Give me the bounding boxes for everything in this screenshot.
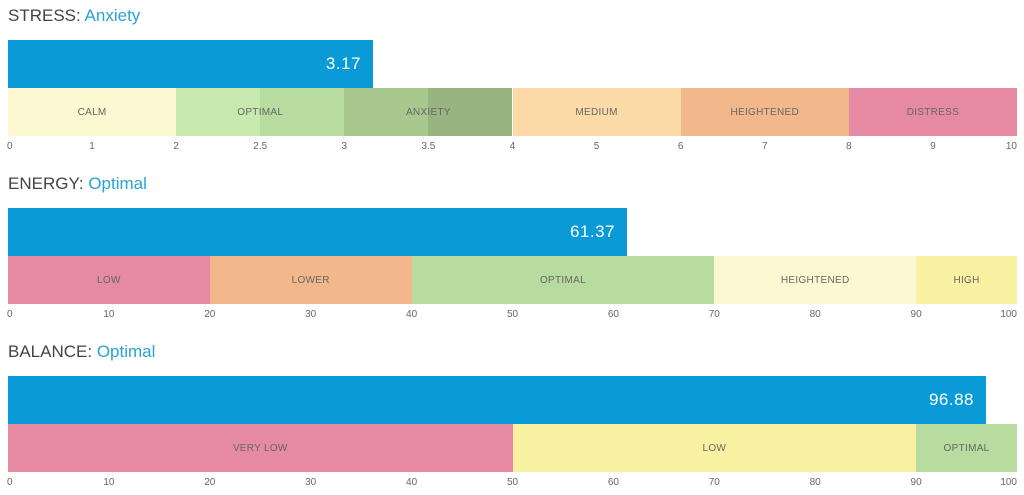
energy-tick-label: 100 <box>1000 309 1017 320</box>
stress-band-label: HEIGHTENED <box>730 106 800 118</box>
stress-tick-label: 5 <box>593 141 600 152</box>
balance-tick-label: 70 <box>708 477 720 488</box>
balance-band-low: LOW <box>512 424 917 472</box>
balance-status: Optimal <box>96 342 156 361</box>
stress-tick-label: 3 <box>341 141 348 152</box>
stress-band-distress: DISTRESS <box>848 88 1017 136</box>
balance-tick-label: 20 <box>204 477 216 488</box>
balance-tick-label: 0 <box>7 477 13 488</box>
stress-band-label: MEDIUM <box>575 106 618 118</box>
balance-tick-label: 50 <box>506 477 519 488</box>
energy-band-label: OPTIMAL <box>539 274 586 286</box>
energy-bands: LOW LOWER OPTIMAL HEIGHTENED HIGH <box>8 256 1017 304</box>
energy-value-label: 61.37 <box>569 222 615 241</box>
energy-tick-label: 30 <box>305 309 317 320</box>
energy-tick-label: 70 <box>708 309 720 320</box>
energy-tick-label: 20 <box>204 309 216 320</box>
balance-band-very-low: VERY LOW <box>8 424 513 472</box>
balance-title-label: BALANCE: <box>8 342 93 361</box>
stress-bands: CALM OPTIMAL ANXIETY MEDIUM HEIGHTENED DISTRE… <box>8 88 1017 136</box>
energy-axis: 0 10 20 30 40 50 60 70 80 90 100 <box>7 309 1017 323</box>
stress-tick-label: 1 <box>89 141 95 152</box>
stress-band-label: OPTIMAL <box>237 106 284 118</box>
energy-band-optimal: OPTIMAL <box>411 256 715 304</box>
stress-band-heightened: HEIGHTENED <box>680 88 849 136</box>
energy-band-label: HIGH <box>953 274 980 286</box>
stress-title-label: STRESS: <box>8 6 81 25</box>
balance-bands: VERY LOW LOW OPTIMAL <box>8 424 1017 472</box>
stress-tick-label: 0 <box>7 141 13 152</box>
energy-band-high: HIGH <box>916 256 1017 304</box>
energy-tick-label: 80 <box>809 309 821 320</box>
balance-band-label: VERY LOW <box>232 442 288 454</box>
stress-tick-label: 10 <box>1005 141 1017 152</box>
balance-band-label: OPTIMAL <box>943 442 990 454</box>
stress-band-medium: MEDIUM <box>512 88 681 136</box>
stress-band-label: ANXIETY <box>405 106 451 118</box>
energy-tick-label: 60 <box>607 309 619 320</box>
energy-tick-label: 0 <box>7 309 13 320</box>
energy-tick-label: 90 <box>910 309 922 320</box>
energy-band-label: LOWER <box>291 274 330 286</box>
energy-tick-label: 10 <box>103 309 115 320</box>
energy-band-lower: LOWER <box>209 256 412 304</box>
balance-value-bar: 96.88 <box>8 376 986 424</box>
stress-tick-label: 7 <box>761 141 768 152</box>
energy-tick-label: 50 <box>506 309 519 320</box>
balance-band-label: LOW <box>702 442 727 454</box>
stress-value-bar: 3.17 <box>8 40 373 88</box>
balance-tick-label: 90 <box>910 477 922 488</box>
stress-band-anxiety: ANXIETY <box>344 88 513 136</box>
energy-band-label: LOW <box>97 274 121 286</box>
stress-status: Anxiety <box>84 6 141 25</box>
stress-tick-label: 2.5 <box>253 141 268 152</box>
balance-value-label: 96.88 <box>928 390 974 409</box>
balance-tick-label: 30 <box>305 477 317 488</box>
stress-band-optimal: OPTIMAL <box>176 88 345 136</box>
stress-tick-label: 8 <box>846 141 852 152</box>
balance-tick-label: 80 <box>809 477 821 488</box>
balance-tick-label: 10 <box>103 477 115 488</box>
energy-band-heightened: HEIGHTENED <box>714 256 917 304</box>
stress-band-label: CALM <box>77 106 107 118</box>
balance-tick-label: 100 <box>1000 477 1017 488</box>
balance-tick-label: 60 <box>607 477 619 488</box>
stress-title: STRESS: Anxiety <box>8 3 140 29</box>
stress-tick-label: 2 <box>173 141 179 152</box>
energy-title-label: ENERGY: <box>8 174 84 193</box>
stress-axis: 0 1 2 2.5 3 3.5 4 5 6 7 8 9 10 <box>7 141 1017 155</box>
energy-tick-label: 40 <box>406 309 418 320</box>
energy-value-bar: 61.37 <box>8 208 627 256</box>
balance-tick-label: 40 <box>406 477 418 488</box>
energy-status: Optimal <box>88 174 147 193</box>
energy-band-low: LOW <box>8 256 210 304</box>
stress-tick-label: 9 <box>930 141 936 152</box>
stress-tick-label: 6 <box>677 141 684 152</box>
stress-tick-label: 3.5 <box>421 141 436 152</box>
stress-band-label: DISTRESS <box>906 106 960 118</box>
balance-band-optimal: OPTIMAL <box>916 424 1017 472</box>
balance-title: BALANCE: Optimal <box>8 339 155 365</box>
stress-value-label: 3.17 <box>325 54 361 73</box>
stress-band-calm: CALM <box>8 88 177 136</box>
energy-band-label: HEIGHTENED <box>780 274 850 286</box>
stress-tick-label: 4 <box>509 141 516 152</box>
energy-title: ENERGY: Optimal <box>8 171 147 197</box>
balance-axis: 0 10 20 30 40 50 60 70 80 90 100 <box>7 477 1017 491</box>
